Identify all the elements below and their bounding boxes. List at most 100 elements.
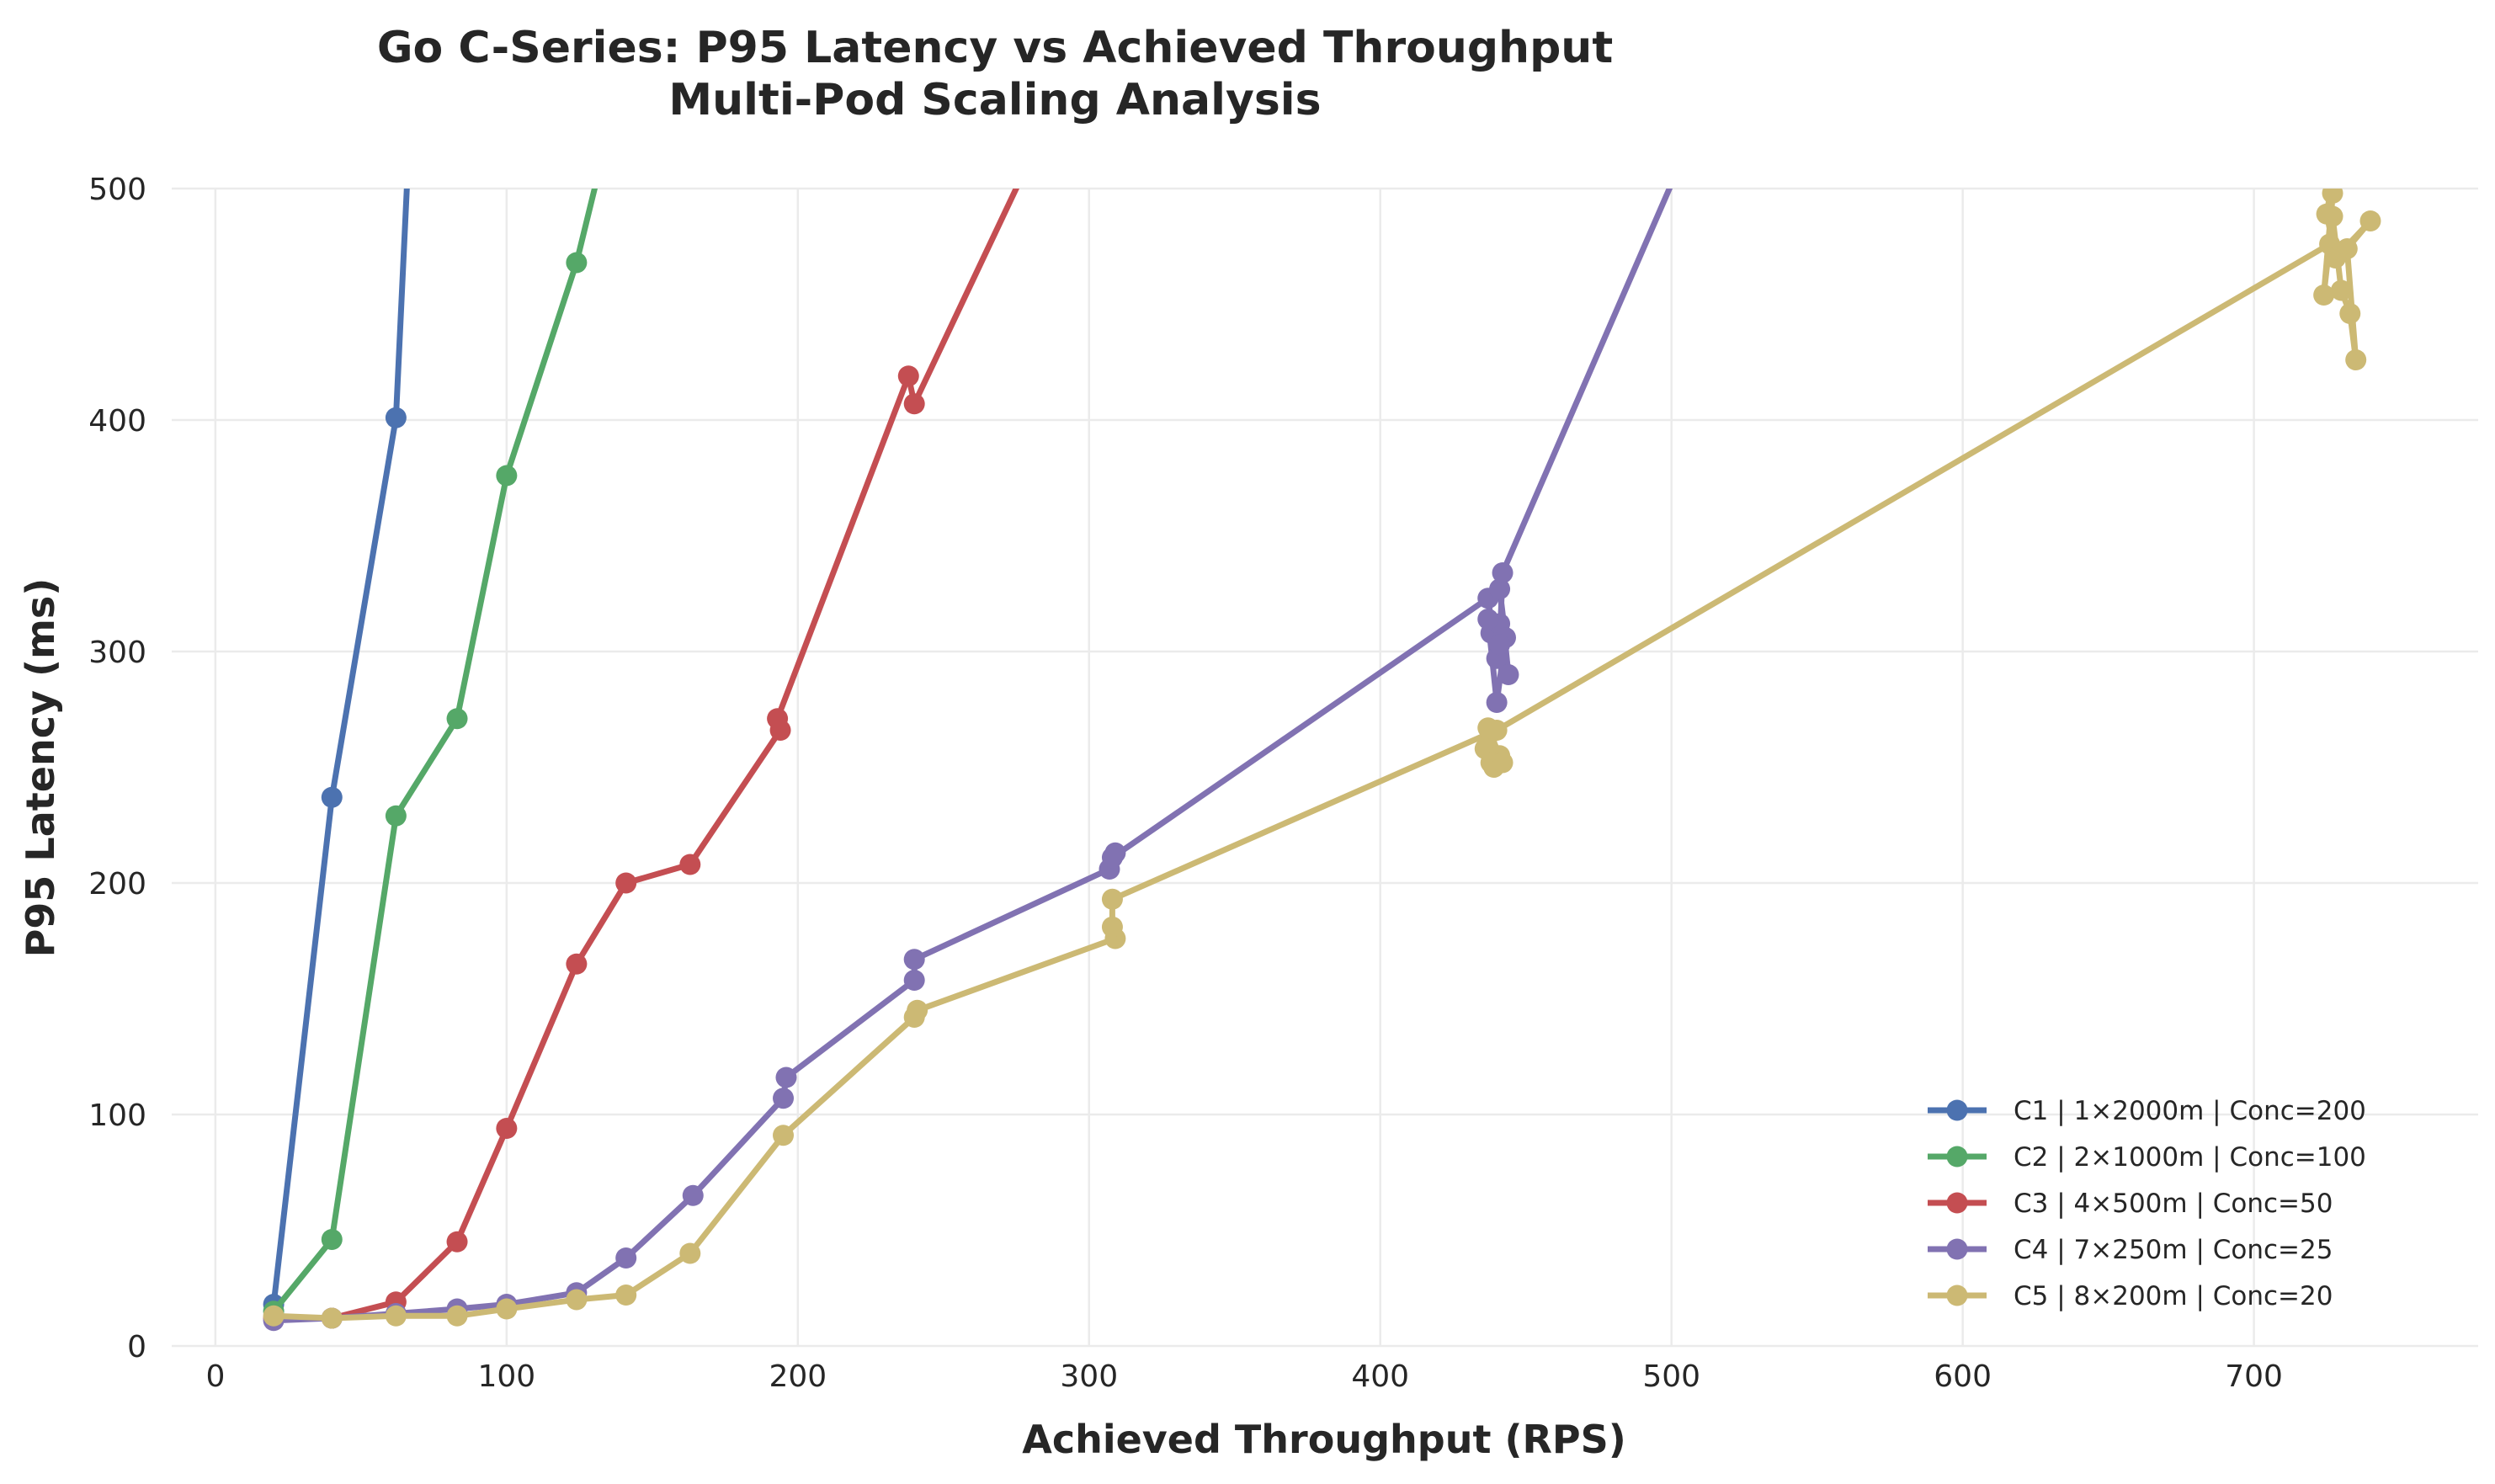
data-point: [1101, 916, 1123, 938]
x-tick-label: 500: [1642, 1359, 1700, 1394]
y-tick-label: 500: [88, 173, 146, 207]
y-tick-label: 300: [88, 636, 146, 670]
x-tick-label: 200: [769, 1359, 827, 1394]
data-point: [446, 1231, 468, 1253]
data-point: [897, 365, 919, 387]
data-point: [773, 1125, 795, 1146]
legend-label: C5 | 8×200m | Conc=20: [2014, 1281, 2333, 1311]
data-point: [615, 872, 637, 894]
data-point: [775, 1066, 797, 1088]
legend-item-c1: C1 | 1×2000m | Conc=200: [1928, 1096, 2366, 1126]
data-point: [773, 1088, 795, 1109]
series-line: [270, 189, 1020, 1322]
data-point: [2339, 303, 2361, 324]
series-c3: [263, 189, 1020, 1329]
legend-label: C3 | 4×500m | Conc=50: [2014, 1189, 2333, 1219]
x-tick-label: 300: [1060, 1359, 1118, 1394]
x-axis-label: Achieved Throughput (RPS): [1022, 1417, 1626, 1462]
y-axis-label: P95 Latency (ms): [18, 578, 63, 958]
data-point: [496, 1118, 518, 1139]
data-point: [385, 407, 407, 428]
data-point: [2313, 285, 2335, 306]
legend: C1 | 1×2000m | Conc=200 C2 | 2×1000m | Co…: [1928, 1096, 2366, 1311]
y-tick-label: 0: [127, 1330, 146, 1364]
chart-subtitle: Multi-Pod Scaling Analysis: [668, 75, 1321, 125]
data-point: [385, 1305, 407, 1327]
legend-swatch-marker: [1946, 1285, 1968, 1306]
legend-item-c3: C3 | 4×500m | Conc=50: [1928, 1189, 2333, 1219]
data-point: [263, 1305, 285, 1327]
legend-swatch-marker: [1946, 1099, 1968, 1121]
data-point: [679, 1242, 701, 1264]
data-point: [907, 999, 928, 1021]
data-point: [2345, 349, 2367, 370]
legend-label: C2 | 2×1000m | Conc=100: [2014, 1142, 2366, 1173]
data-point: [1486, 720, 1508, 741]
legend-swatch-marker: [1946, 1146, 1968, 1168]
y-tick-label: 400: [88, 404, 146, 439]
data-point: [767, 708, 789, 730]
data-point: [903, 393, 925, 415]
data-point: [1486, 692, 1508, 713]
data-point: [321, 786, 343, 808]
plot-area: [263, 40, 2381, 1332]
data-point: [2331, 132, 2352, 153]
data-point: [321, 1229, 343, 1250]
data-point: [2316, 203, 2338, 225]
data-point: [566, 1289, 588, 1311]
y-tick-label: 200: [88, 867, 146, 902]
legend-swatch-marker: [1946, 1192, 1968, 1214]
data-point: [1489, 578, 1511, 600]
x-tick-label: 0: [205, 1359, 225, 1394]
data-point: [2359, 210, 2381, 231]
x-tick-label: 100: [477, 1359, 535, 1394]
data-point: [679, 854, 701, 875]
x-tick-label: 600: [1934, 1359, 1992, 1394]
data-point: [607, 86, 628, 107]
series-c1: [263, 189, 410, 1315]
grid: [172, 187, 2478, 1348]
y-tick-label: 100: [88, 1098, 146, 1133]
data-point: [1498, 664, 1519, 685]
data-point: [385, 805, 407, 827]
data-point: [2327, 132, 2349, 153]
data-point: [615, 1247, 637, 1269]
data-point: [2324, 247, 2346, 269]
data-point: [566, 953, 588, 975]
axis-ticks: 0 100 200 300 400 500 600 700 0 100 200 300 400 500: [88, 173, 2283, 1394]
data-point: [2322, 189, 2343, 204]
data-point: [615, 1285, 637, 1306]
data-point: [1101, 888, 1123, 910]
data-point: [1101, 847, 1123, 869]
series-line: [270, 189, 1673, 1324]
data-point: [2330, 279, 2352, 301]
legend-swatch-marker: [1946, 1238, 1968, 1260]
data-point: [1719, 40, 1740, 61]
data-point: [903, 949, 925, 971]
legend-label: C1 | 1×2000m | Conc=200: [2014, 1096, 2366, 1126]
legend-item-c5: C5 | 8×200m | Conc=20: [1928, 1281, 2333, 1311]
data-point: [566, 252, 588, 274]
series-c4: [263, 40, 1740, 1332]
series-c5: [263, 132, 2381, 1329]
data-point: [1477, 609, 1499, 630]
data-point: [682, 1184, 704, 1206]
data-point: [1489, 634, 1511, 656]
data-point: [1492, 562, 1513, 583]
legend-label: C4 | 7×250m | Conc=25: [2014, 1235, 2333, 1265]
data-point: [446, 1305, 468, 1327]
data-point: [446, 708, 468, 730]
series-line: [270, 189, 598, 1315]
series-line: [270, 189, 410, 1307]
chart-title: Go C-Series: P95 Latency vs Achieved Thr…: [377, 23, 1613, 73]
data-point: [496, 465, 518, 487]
data-point: [496, 1298, 518, 1320]
series-c2: [263, 86, 628, 1322]
x-tick-label: 400: [1351, 1359, 1409, 1394]
data-point: [903, 970, 925, 991]
legend-item-c2: C2 | 2×1000m | Conc=100: [1928, 1142, 2366, 1173]
x-tick-label: 700: [2225, 1359, 2283, 1394]
data-point: [321, 1307, 343, 1329]
data-point: [1492, 752, 1513, 774]
